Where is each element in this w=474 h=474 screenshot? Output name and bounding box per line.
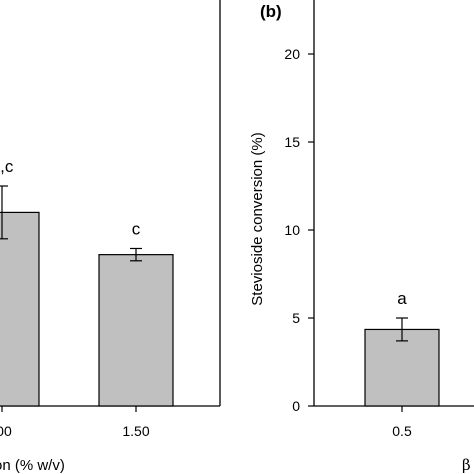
y-tick-label: 5 — [292, 310, 300, 326]
panel-b-y-axis-label: Stevioside conversion (%) — [249, 132, 266, 305]
y-tick-label: 0 — [292, 398, 300, 414]
panel-b-x-axis-label: β — [462, 456, 471, 474]
y-tick-label: 10 — [284, 222, 300, 238]
y-tick-label: 15 — [284, 134, 300, 150]
x-tick-label: 1.50 — [122, 423, 149, 439]
x-tick-label: 0.5 — [392, 423, 412, 439]
panel-a: b,c .00 c 1.50 on (% w/v) — [0, 0, 221, 474]
panel-a-x-axis-label: on (% w/v) — [0, 457, 65, 474]
panel-b: (b) 0 5 10 15 20 a 0.5 Stevioside conversion … — [249, 0, 474, 474]
significance-letter: c — [132, 219, 141, 238]
significance-letter: b,c — [0, 157, 14, 176]
bar — [98, 254, 174, 407]
panel-b-label: (b) — [260, 2, 282, 21]
bar — [0, 211, 40, 407]
significance-letter: a — [397, 289, 407, 308]
x-tick-label: .00 — [0, 423, 12, 439]
y-tick-label: 20 — [284, 46, 300, 62]
